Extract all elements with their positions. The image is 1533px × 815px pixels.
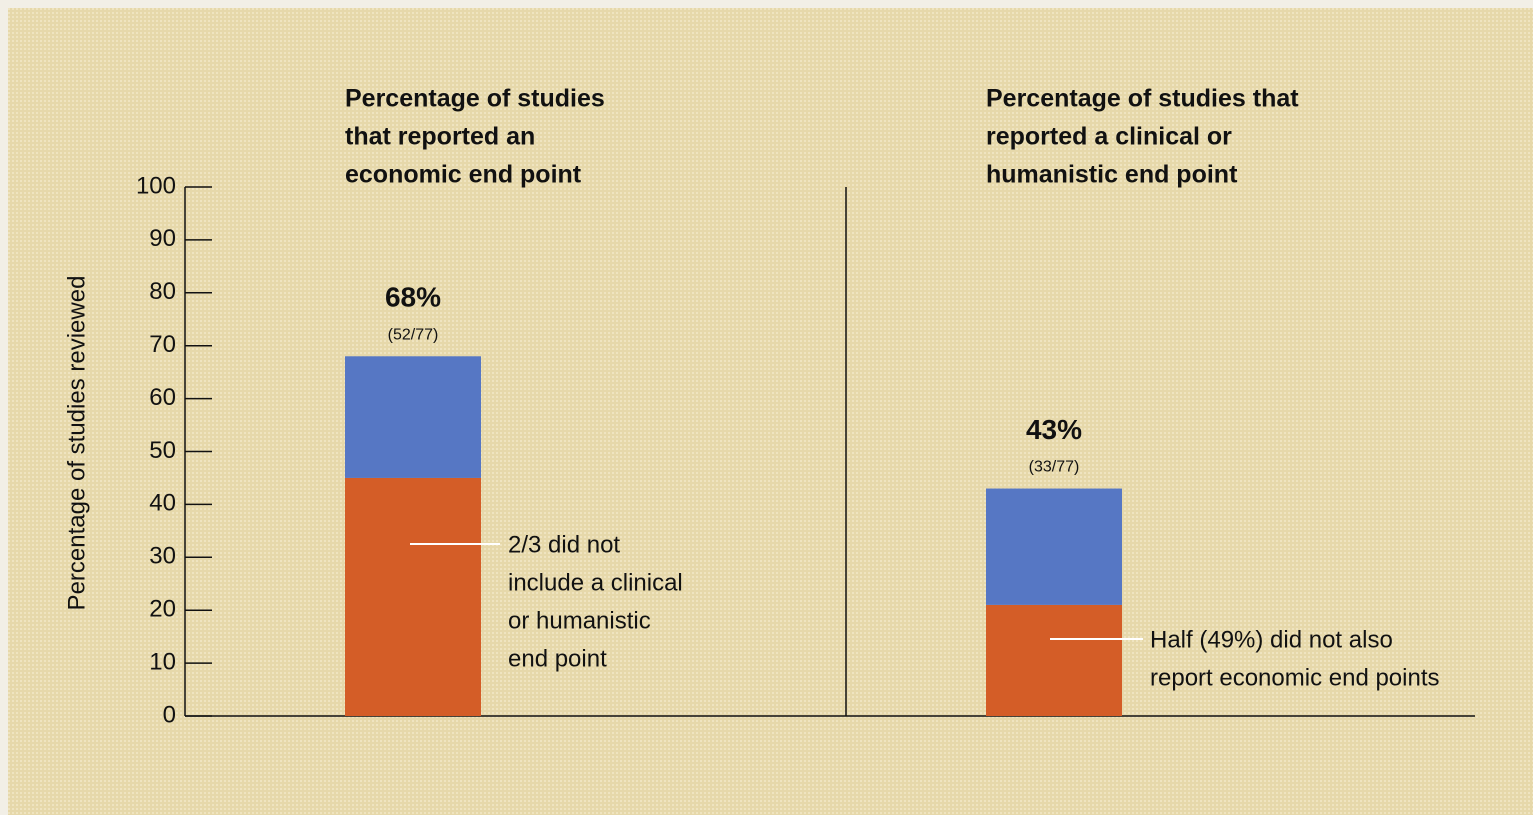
y-tick-label: 20 bbox=[149, 596, 176, 623]
y-tick-label: 10 bbox=[149, 648, 176, 675]
annotation: end point bbox=[508, 645, 607, 672]
count-label: (52/77) bbox=[388, 326, 439, 343]
y-tick-label: 90 bbox=[149, 225, 176, 252]
y-tick-label: 100 bbox=[136, 172, 176, 199]
bar-segment bbox=[986, 604, 1122, 716]
bar-segment bbox=[345, 356, 481, 478]
y-tick-label: 40 bbox=[149, 490, 176, 517]
panel-title: humanistic end point bbox=[986, 161, 1238, 189]
total-label: 68% bbox=[385, 282, 441, 313]
panel-title: Percentage of studies bbox=[345, 85, 605, 113]
total-label: 43% bbox=[1026, 414, 1082, 445]
y-tick-label: 30 bbox=[149, 543, 176, 570]
panel-title: reported a clinical or bbox=[986, 123, 1232, 151]
bar-segment bbox=[345, 477, 481, 716]
annotation: include a clinical bbox=[508, 569, 683, 596]
annotation: report economic end points bbox=[1150, 664, 1440, 691]
y-tick-label: 80 bbox=[149, 278, 176, 305]
panel-title: that reported an bbox=[345, 123, 535, 151]
annotation: Half (49%) did not also bbox=[1150, 626, 1393, 653]
count-label: (33/77) bbox=[1029, 459, 1080, 476]
y-tick-label: 50 bbox=[149, 437, 176, 464]
y-tick-label: 0 bbox=[163, 701, 176, 728]
panel-title: Percentage of studies that bbox=[986, 85, 1299, 113]
y-axis-label: Percentage of studies reviewed bbox=[63, 276, 90, 611]
background bbox=[8, 8, 1533, 815]
annotation: or humanistic bbox=[508, 607, 651, 634]
y-tick-label: 70 bbox=[149, 331, 176, 358]
panel-title: economic end point bbox=[345, 161, 582, 189]
annotation: 2/3 did not bbox=[508, 531, 620, 558]
y-tick-label: 60 bbox=[149, 384, 176, 411]
bar-segment bbox=[986, 488, 1122, 605]
